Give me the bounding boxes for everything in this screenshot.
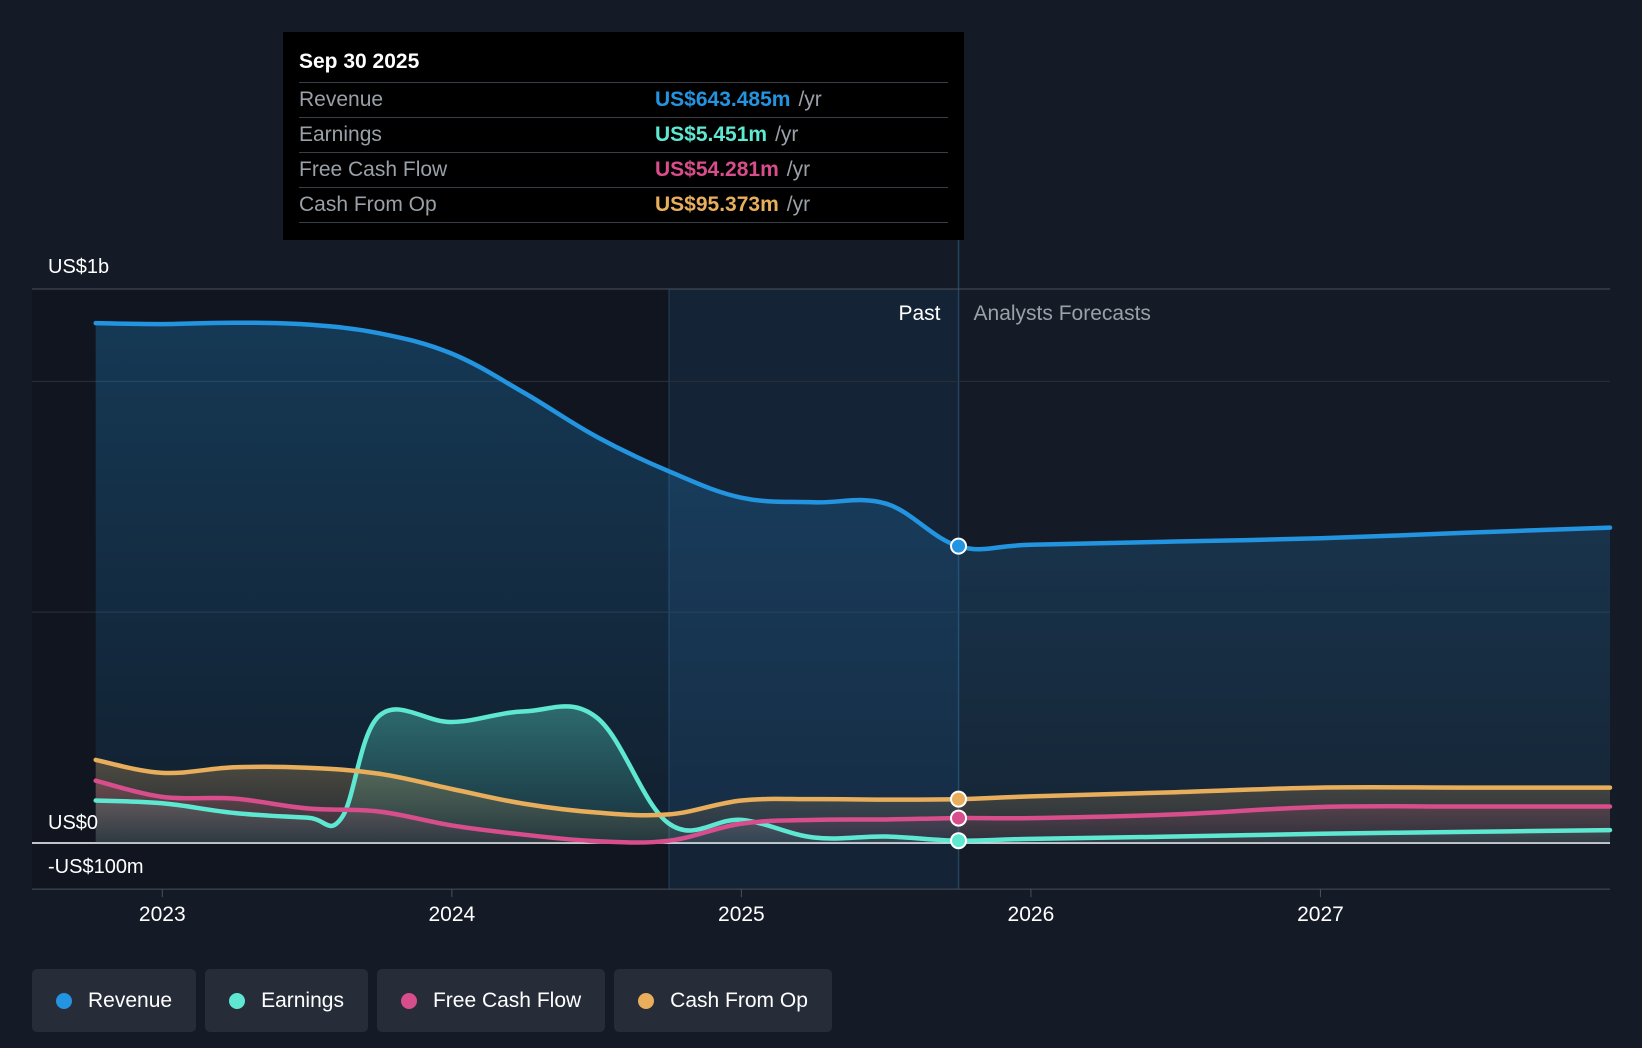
legend-label: Free Cash Flow: [432, 988, 582, 1012]
tooltip-value: US$54.281m: [655, 158, 779, 181]
earnings-marker: [950, 832, 968, 850]
cash-from-op-dot-icon: [638, 992, 655, 1009]
legend-label: Cash From Op: [670, 988, 808, 1012]
tooltip-value: US$95.373m: [655, 193, 779, 216]
revenue-marker: [950, 537, 968, 555]
tooltip-label: Earnings: [299, 123, 382, 146]
tooltip-unit: /yr: [786, 158, 811, 181]
cash-from-op-line: [93, 757, 1613, 818]
x-tick-label: 2027: [1297, 903, 1344, 926]
y-axis-label: -US$100m: [48, 856, 144, 878]
tooltip-label: Revenue: [299, 88, 384, 111]
tooltip-unit: /yr: [798, 88, 822, 111]
y-axis-label: US$1b: [48, 256, 109, 278]
tooltip-unit: /yr: [775, 123, 799, 146]
revenue-dot-icon: [56, 992, 72, 1009]
free-cash-flow-line: [93, 778, 1613, 845]
cash-from-op-marker: [950, 790, 968, 808]
tooltip-unit: /yr: [786, 193, 811, 216]
earnings-dot-icon: [229, 992, 246, 1009]
legend-label: Earnings: [261, 988, 344, 1012]
free-cash-flow-marker: [950, 809, 968, 827]
tooltip-row-earnings: Earnings US$5.451m /yr: [299, 117, 948, 152]
tooltip-label: Free Cash Flow: [299, 158, 448, 181]
legend: Revenue Earnings Free Cash Flow Cash Fro…: [32, 969, 832, 1032]
legend-item-earnings[interactable]: Earnings: [205, 969, 368, 1032]
x-tick-label: 2026: [1008, 903, 1055, 926]
tooltip-value: US$643.485m: [655, 88, 791, 111]
legend-label: Revenue: [88, 988, 173, 1012]
revenue-area: [95, 322, 1610, 843]
legend-item-cash-from-op[interactable]: Cash From Op: [614, 969, 832, 1032]
free-cash-flow-dot-icon: [400, 992, 417, 1009]
past-region-label: Past: [899, 302, 941, 325]
legend-item-free-cash-flow[interactable]: Free Cash Flow: [376, 969, 606, 1032]
forecast-region-label: Analysts Forecasts: [974, 302, 1151, 325]
x-tick-label: 2025: [718, 903, 765, 926]
tooltip-row-revenue: Revenue US$643.485m /yr: [299, 82, 948, 117]
tooltip-row-cash-from-op: Cash From Op US$95.373m /yr: [299, 187, 948, 223]
tooltip-value: US$5.451m: [655, 123, 768, 146]
x-tick-label: 2024: [428, 903, 475, 926]
revenue-line: [93, 320, 1613, 552]
x-tick-label: 2023: [139, 903, 186, 926]
y-axis-label: US$0: [48, 812, 98, 834]
tooltip: Sep 30 2025 Revenue US$643.485m /yr Earn…: [283, 32, 964, 240]
earnings-line: [93, 704, 1613, 844]
tooltip-row-free-cash-flow: Free Cash Flow US$54.281m /yr: [299, 152, 948, 187]
tooltip-date: Sep 30 2025: [299, 50, 420, 73]
tooltip-label: Cash From Op: [299, 193, 437, 216]
legend-item-revenue[interactable]: Revenue: [32, 969, 197, 1032]
